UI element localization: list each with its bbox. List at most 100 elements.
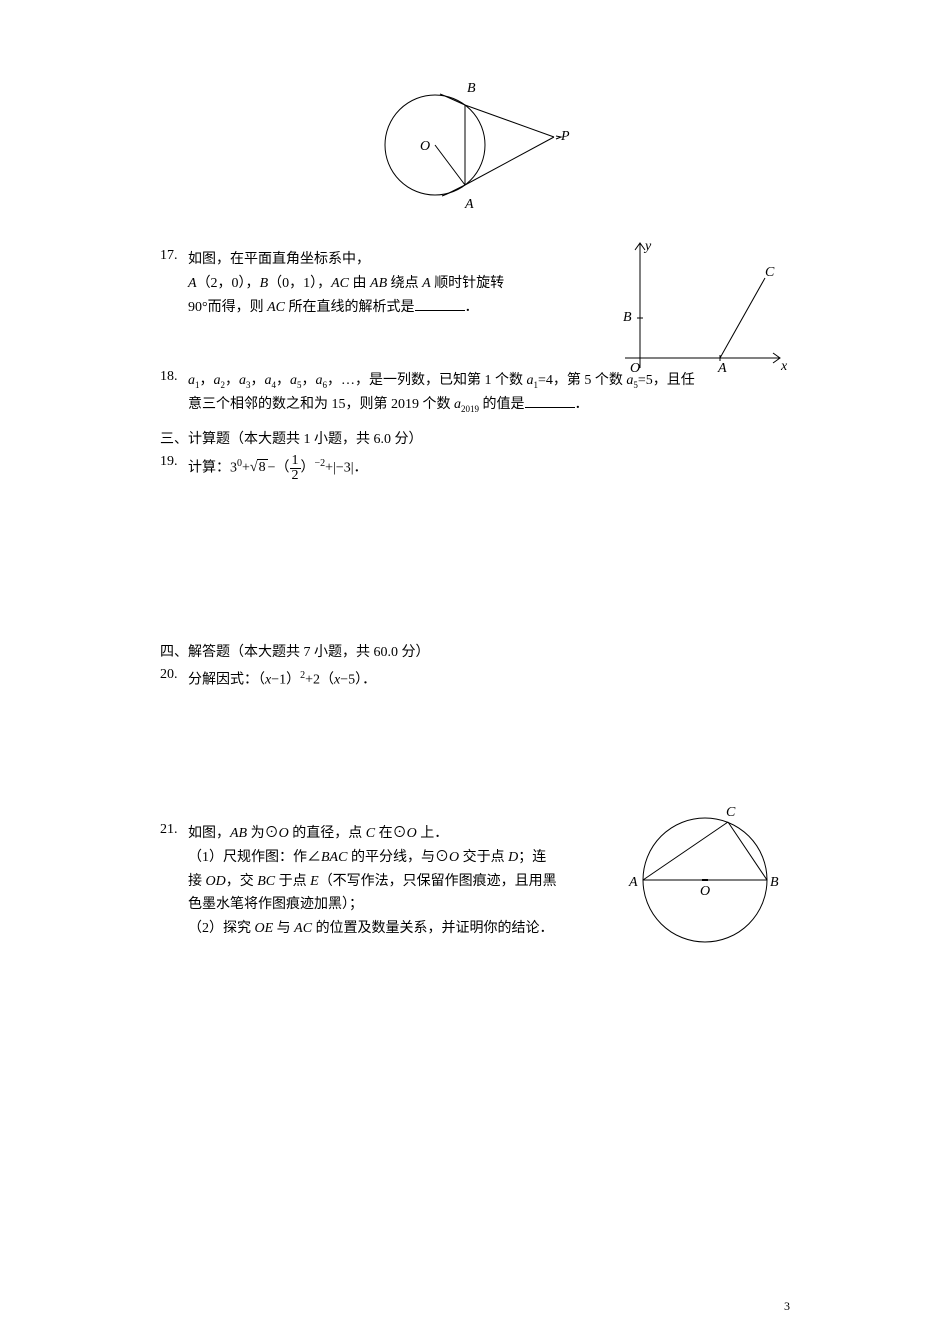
q18-a2019: a [454,397,461,412]
q19-plus1: + [242,460,250,475]
q17-AC: AC [331,276,349,291]
q21-AB: AB [230,826,247,841]
section-3-heading: 三、计算题（本大题共 1 小题，共 6.0 分） [160,428,790,448]
q21-p1b: 的平分线，与⊙ [347,850,449,865]
question-20: 20. 分解因式：（x−1）2+2（x−5）． [160,667,790,692]
question-19: 19. 计算：30+√8−（12）−2+|−3|． [160,454,790,483]
fig21-C: C [726,805,736,820]
q20-p2: +2（ [305,672,334,687]
q19-sqrt8: 8 [257,459,268,475]
q21-BAC: BAC [321,850,347,865]
fig16-label-A: A [464,197,474,212]
q17-period: ． [465,300,479,315]
section-4-heading: 四、解答题（本大题共 7 小题，共 60.0 分） [160,641,790,661]
q21-number: 21. [160,822,188,838]
fig17-B: B [623,310,632,325]
q18-t1: ，…，是一列数，已知第 1 个数 [327,373,527,388]
question-17: 17. 如图，在平面直角坐标系中， A（2，0），B（0，1），AC 由 AB … [160,248,790,319]
q21-l1b: 为⊙ [247,826,279,841]
q18-s2019: 2019 [461,404,479,414]
q21-l1e: 上． [417,826,449,841]
q20-body: 分解因式：（x−1）2+2（x−5）． [188,667,790,692]
q18-s4: 4 [272,380,277,390]
q19-rp: ） [301,460,315,475]
q21-O2: O [407,826,417,841]
q17-l3b: 所在直线的解析式是 [285,300,415,315]
q20-m5: −5）． [340,672,376,687]
q19-number: 19. [160,454,188,470]
fig21-B: B [770,875,779,890]
q21-D: D [508,850,518,865]
q21-OE: OE [255,921,274,936]
q18-a6: a [316,373,323,388]
q18-a3: a [239,373,246,388]
q17-l3a: 90°而得，则 [188,300,267,315]
figure-q16-svg: B A P O [365,60,585,225]
q21-p1c2: 色墨水笔将作图痕迹加黑）； [188,897,363,912]
q17-l2d: 绕点 [387,276,422,291]
q19-sqrt: √8 [250,456,268,480]
figure-q21: A B C O [620,802,790,962]
q18-a2: a [214,373,221,388]
q18-number: 18. [160,369,188,385]
workspace-q19 [160,493,790,633]
q20-pre: 分解因式：（ [188,672,265,687]
q18-s5: 5 [297,380,302,390]
q21-AC: AC [294,921,312,936]
q18-s1: 1 [195,380,200,390]
q21-l1c: 的直径，点 [289,826,366,841]
q21-O1: O [279,826,289,841]
q21-p1a: （1）尺规作图：作∠ [188,850,321,865]
fig17-y: y [643,239,652,254]
page-number: 3 [784,1299,790,1314]
q18-period: ． [575,397,589,412]
page: B A P O 17. 如图，在平面直角坐标系中， A（2，0），B（0，1），… [0,0,950,1344]
q18-a5: a [290,373,297,388]
question-21: 21. 如图，AB 为⊙O 的直径，点 C 在⊙O 上． （1）尺规作图：作∠B… [160,822,790,941]
q18-body: a1，a2，a3，a4，a5，a6，…，是一列数，已知第 1 个数 a1=4，第… [188,369,790,417]
q17-blank [415,296,465,311]
fig16-label-O: O [420,139,430,154]
q18-eq1: =4，第 5 个数 [538,373,626,388]
q17-l2c: 由 [349,276,370,291]
q17-l2e: 顺时针旋转 [431,276,505,291]
q17-Bi: B [260,276,269,291]
q21-p2a: （2）探究 [188,921,255,936]
q21-OD: OD [206,874,226,889]
q17-number: 17. [160,248,188,264]
q17-l2a: （2，0）， [197,276,260,291]
q21-p1d: ；连 [518,850,546,865]
q20-number: 20. [160,667,188,683]
q21-O3: O [449,850,459,865]
q18-l2a: 意三个相邻的数之和为 15，则第 2019 个数 [188,397,454,412]
q18-blank [525,393,575,408]
q21-p2c: 的位置及数量关系，并证明你的结论． [312,921,554,936]
q19-exp: −2 [315,458,326,469]
q21-p1bc: 于点 [275,874,310,889]
fig16-label-B: B [467,81,476,96]
q19-fd: 2 [290,469,301,483]
figure-q21-svg: A B C O [620,802,790,957]
q18-eq5: =5，且任 [638,373,695,388]
q18-s3: 3 [246,380,251,390]
q17-l2b: （0，1）， [268,276,331,291]
fig21-A: A [628,875,638,890]
question-18: 18. a1，a2，a3，a4，a5，a6，…，是一列数，已知第 1 个数 a1… [160,369,790,417]
q18-aa1: a [527,373,534,388]
q17-AB: AB [370,276,387,291]
q21-p2b: 与 [273,921,294,936]
q19-frac: 12 [290,454,301,483]
q18-l2b: 的值是 [479,397,525,412]
q20-m1: −1） [271,672,300,687]
q21-p1ba: 接 [188,874,206,889]
q18-a1: a [188,373,195,388]
q21-E: E [310,874,319,889]
fig16-label-P: P [560,129,570,144]
q19-plus2: +|−3|． [325,460,367,475]
q19-minus: −（ [268,460,290,475]
q19-pre: 计算：3 [188,460,237,475]
q21-p1bd: （不写作法，只保留作图痕迹，且用黑 [319,874,557,889]
q18-s2: 2 [221,380,226,390]
q19-body: 计算：30+√8−（12）−2+|−3|． [188,454,790,483]
q21-BC: BC [257,874,275,889]
